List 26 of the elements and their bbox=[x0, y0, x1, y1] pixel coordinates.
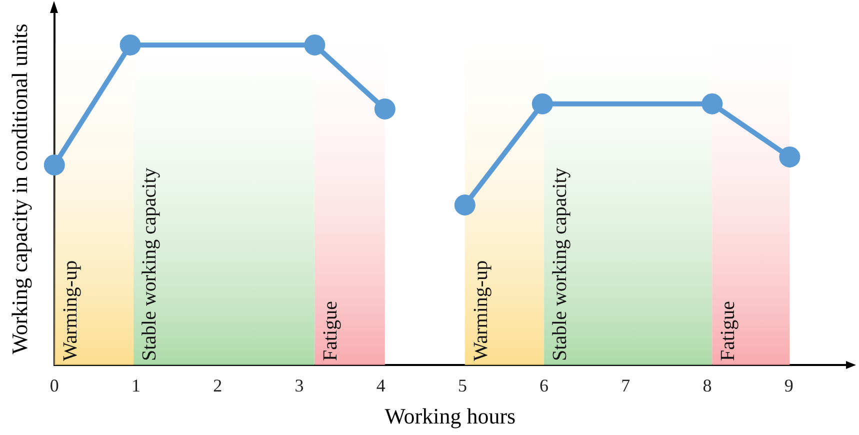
point bbox=[532, 93, 553, 114]
x-tick-label: 1 bbox=[132, 376, 141, 396]
x-tick-label: 6 bbox=[540, 376, 549, 396]
x-tick-label: 4 bbox=[376, 376, 386, 396]
band-label: Stable working capacity bbox=[549, 168, 572, 361]
x-tick-label: 7 bbox=[621, 376, 630, 396]
point bbox=[454, 194, 476, 216]
x-tick-label: 9 bbox=[784, 376, 794, 396]
band-label: Fatigue bbox=[717, 300, 740, 361]
point bbox=[44, 154, 65, 176]
band-label: Warming-up bbox=[470, 260, 492, 361]
x-tick-label: 8 bbox=[702, 376, 712, 396]
x-tick-label: 3 bbox=[294, 376, 304, 396]
point bbox=[304, 34, 326, 56]
point bbox=[702, 93, 723, 114]
x-tick-label: 0 bbox=[50, 376, 59, 396]
band-label: Fatigue bbox=[320, 300, 342, 361]
x-tick-label: 5 bbox=[458, 376, 467, 396]
band-label: Stable working capacity bbox=[138, 168, 161, 361]
point bbox=[779, 146, 800, 168]
band-label: Warming-up bbox=[59, 260, 82, 361]
x-tick-label: 2 bbox=[213, 376, 222, 396]
point bbox=[120, 34, 141, 56]
point bbox=[374, 98, 396, 120]
x-axis-title: Working hours bbox=[384, 404, 516, 429]
y-axis-title: Working capacity in conditional units bbox=[6, 24, 32, 354]
